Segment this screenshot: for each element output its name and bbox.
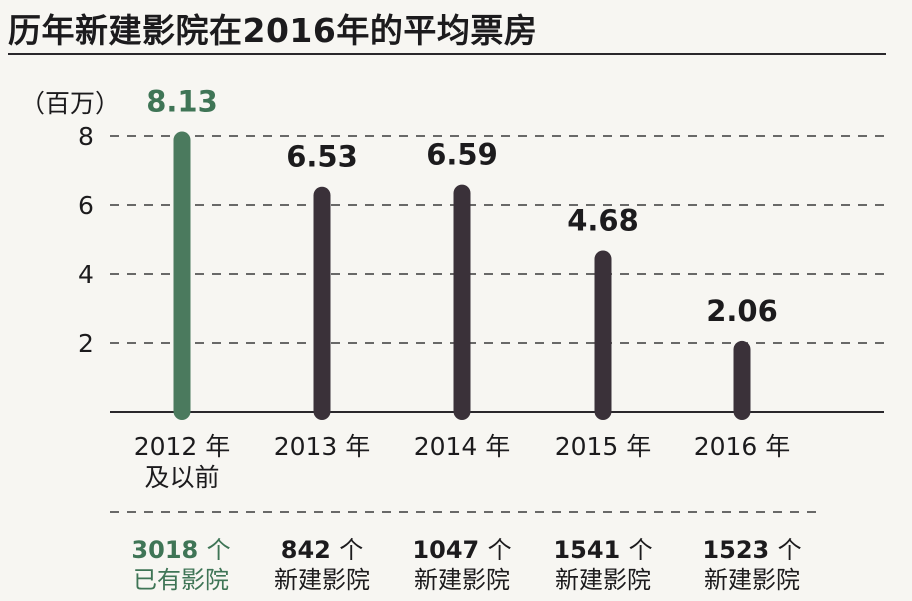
x-category-label: 2014 年 (414, 432, 511, 461)
count-block-2016: 1523 个 新建影院 (682, 535, 822, 595)
count-block-2012: 3018 个 已有影院 (111, 535, 251, 595)
count-unit: 个 (777, 536, 802, 564)
count-block-2013: 842 个 新建影院 (252, 535, 392, 595)
count-number: 1523 (702, 536, 770, 564)
bar-value-label: 2.06 (706, 294, 778, 328)
count-value: 1541 个 (533, 535, 673, 565)
bar (453, 184, 471, 420)
count-desc: 新建影院 (555, 566, 651, 594)
x-category-label: 2016 年 (694, 432, 791, 461)
y-tick-label: 2 (78, 329, 94, 358)
bar (733, 340, 751, 420)
x-category-label: 2012 年 (134, 432, 231, 461)
count-unit: 个 (339, 536, 364, 564)
y-tick-label: 6 (78, 191, 94, 220)
count-block-2014: 1047 个 新建影院 (392, 535, 532, 595)
count-unit: 个 (487, 536, 512, 564)
count-number: 1541 (553, 536, 621, 564)
count-desc: 新建影院 (274, 566, 370, 594)
bar-value-label: 6.53 (286, 140, 358, 174)
chart-title: 历年新建影院在2016年的平均票房 (8, 11, 538, 50)
count-value: 3018 个 (111, 535, 251, 565)
title-rule (8, 53, 886, 55)
bar-value-label: 8.13 (146, 85, 218, 119)
count-value: 842 个 (252, 535, 392, 565)
bar-value-label: 4.68 (567, 204, 639, 238)
bar (173, 131, 191, 420)
count-desc: 新建影院 (704, 566, 800, 594)
y-axis-unit-label: （百万） (20, 89, 120, 118)
count-unit: 个 (628, 536, 653, 564)
count-block-2015: 1541 个 新建影院 (533, 535, 673, 595)
y-tick-label: 8 (78, 122, 94, 151)
count-unit: 个 (206, 536, 231, 564)
bar (313, 186, 331, 420)
x-category-label: 2013 年 (274, 432, 371, 461)
count-number: 842 (280, 536, 331, 564)
x-category-label: 及以前 (144, 463, 219, 492)
count-number: 1047 (412, 536, 480, 564)
x-category-label: 2015 年 (555, 432, 652, 461)
count-number: 3018 (131, 536, 199, 564)
count-desc: 已有影院 (133, 566, 229, 594)
bar-value-label: 6.59 (426, 138, 498, 172)
bar (594, 250, 612, 420)
count-desc: 新建影院 (414, 566, 510, 594)
count-value: 1523 个 (682, 535, 822, 565)
count-value: 1047 个 (392, 535, 532, 565)
y-tick-label: 4 (78, 260, 94, 289)
